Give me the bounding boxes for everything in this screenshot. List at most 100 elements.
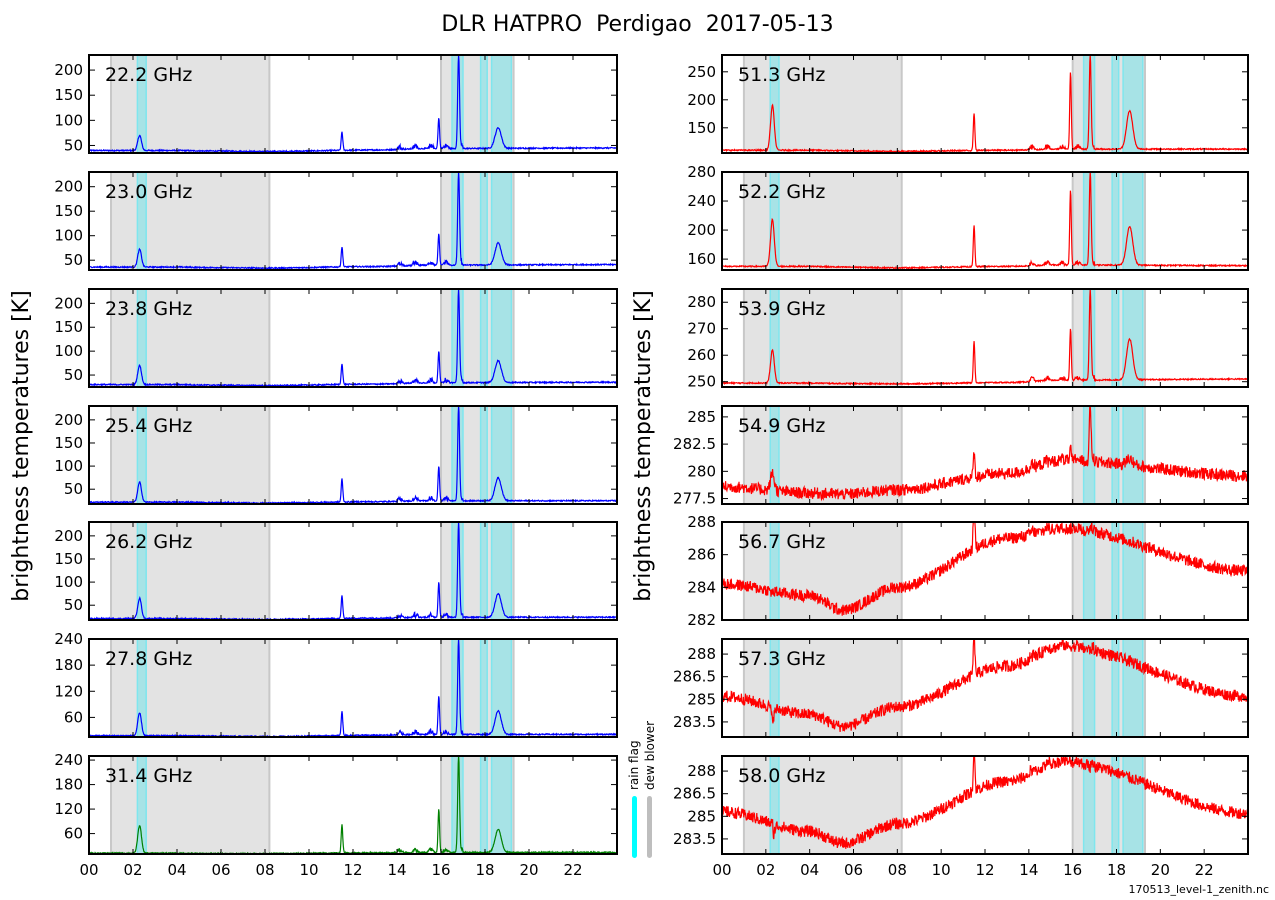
- y-tick-label: 200: [54, 178, 83, 196]
- rain-flag-band: [1083, 639, 1095, 737]
- panel-content: [89, 406, 617, 504]
- y-tick-label: 50: [64, 136, 83, 154]
- panel-right-2: 160 200 240 280 52.2 GHz: [687, 163, 1249, 271]
- panel-content: [722, 289, 1248, 387]
- series-line: [722, 406, 1248, 502]
- rain-flag-band: [137, 289, 147, 387]
- y-tick-label: 288: [687, 762, 716, 780]
- x-tick-label: 08: [255, 861, 274, 879]
- rain-flag-band: [1083, 522, 1095, 620]
- y-tick-label: 50: [64, 366, 83, 384]
- y-tick-label: 282: [687, 611, 716, 629]
- rain-flag-band: [1112, 522, 1119, 620]
- y-tick-label: 240: [687, 192, 716, 210]
- x-tick-label: 02: [123, 861, 142, 879]
- rain-flag-band: [480, 639, 488, 737]
- panel-content: [89, 55, 617, 153]
- y-tick-label: 282.5: [673, 435, 716, 453]
- rain-flag-band: [1112, 289, 1119, 387]
- rain-flag-band: [770, 172, 779, 270]
- y-tick-label: 60: [64, 708, 83, 726]
- y-tick-label: 100: [54, 573, 83, 591]
- rain-flag-band: [1123, 55, 1143, 153]
- rain-flag-band: [137, 522, 147, 620]
- panel-left-3: 50 100 150 200 23.8 GHz: [54, 288, 618, 388]
- rain-flag-band: [1112, 55, 1119, 153]
- panel-right-5: 282 284 286 288 56.7 GHz: [687, 513, 1249, 629]
- panel-content: [722, 756, 1248, 854]
- y-tick-label: 280: [687, 462, 716, 480]
- panel-left-1: 50 100 150 200 22.2 GHz: [54, 54, 618, 154]
- rain-flag-legend-swatch: [632, 796, 637, 858]
- rain-flag-band: [480, 522, 488, 620]
- rain-flag-band: [1123, 289, 1143, 387]
- rain-flag-band: [770, 406, 779, 504]
- panel-content: [722, 522, 1248, 620]
- x-tick-label: 18: [1107, 861, 1126, 879]
- y-tick-label: 200: [54, 61, 83, 79]
- rain-flag-band: [137, 639, 147, 737]
- panel-content: [722, 406, 1248, 504]
- x-tick-label: 20: [519, 861, 538, 879]
- rain-flag-band: [1083, 756, 1095, 854]
- rain-flag-band: [1112, 756, 1119, 854]
- x-tick-label: 16: [431, 861, 450, 879]
- panel-content: [722, 172, 1248, 270]
- y-tick-label: 100: [54, 111, 83, 129]
- x-tick-label: 00: [79, 861, 98, 879]
- rain-flag-band: [480, 406, 488, 504]
- y-tick-label: 280: [687, 163, 716, 181]
- panel-content: [89, 756, 617, 854]
- y-tick-label: 160: [687, 250, 716, 268]
- y-tick-label: 60: [64, 825, 83, 843]
- panel-frequency-label: 26.2 GHz: [105, 531, 192, 553]
- panel-right-3: 250 260 270 280 53.9 GHz: [687, 288, 1249, 391]
- rain-flag-band: [770, 756, 779, 854]
- y-tick-label: 200: [54, 411, 83, 429]
- panel-right-6: 283.5 285 286.5 288 57.3 GHz: [673, 638, 1249, 738]
- x-tick-label: 22: [563, 861, 582, 879]
- rain-flag-band: [1112, 406, 1119, 504]
- y-tick-label: 277.5: [673, 490, 716, 508]
- y-tick-label: 288: [687, 645, 716, 663]
- rain-flag-band: [1123, 172, 1143, 270]
- panel-left-7: 60 120 180 240 31.4 GHz 00 02 04 06 08 10 12 14 16 18 2…: [54, 751, 618, 879]
- panel-frequency-label: 53.9 GHz: [738, 298, 825, 320]
- y-tick-label: 286: [687, 546, 716, 564]
- rain-flag-band: [1112, 172, 1119, 270]
- rain-flag-band: [1123, 639, 1143, 737]
- x-tick-label: 04: [800, 861, 819, 879]
- rain-flag-band: [480, 172, 488, 270]
- panel-content: [722, 639, 1248, 737]
- x-tick-label: 06: [211, 861, 230, 879]
- panel-frequency-label: 57.3 GHz: [738, 648, 825, 670]
- y-tick-label: 283.5: [673, 830, 716, 848]
- panel-content: [89, 289, 617, 387]
- series-line: [722, 639, 1248, 733]
- x-tick-label: 20: [1151, 861, 1170, 879]
- y-tick-label: 120: [54, 800, 83, 818]
- y-tick-label: 150: [54, 434, 83, 452]
- y-tick-label: 240: [54, 630, 83, 648]
- y-tick-label: 200: [687, 91, 716, 109]
- panel-frequency-label: 52.2 GHz: [738, 181, 825, 203]
- x-tick-label: 22: [1195, 861, 1214, 879]
- rain-flag-band: [1123, 406, 1143, 504]
- rain-flag-band: [480, 55, 488, 153]
- y-tick-label: 250: [687, 63, 716, 81]
- x-tick-label: 06: [844, 861, 863, 879]
- y-tick-label: 200: [687, 221, 716, 239]
- y-tick-label: 150: [54, 318, 83, 336]
- x-tick-label: 02: [756, 861, 775, 879]
- rain-flag-band: [770, 522, 779, 620]
- rain-flag-band: [137, 406, 147, 504]
- x-tick-label: 04: [167, 861, 186, 879]
- y-tick-label: 283.5: [673, 713, 716, 731]
- rain-flag-band: [480, 756, 488, 854]
- y-tick-label: 50: [64, 480, 83, 498]
- x-tick-label: 12: [343, 861, 362, 879]
- panel-content: [89, 172, 617, 270]
- rain-flag-band: [770, 55, 779, 153]
- panel-left-6: 60 120 180 240 27.8 GHz: [54, 630, 618, 738]
